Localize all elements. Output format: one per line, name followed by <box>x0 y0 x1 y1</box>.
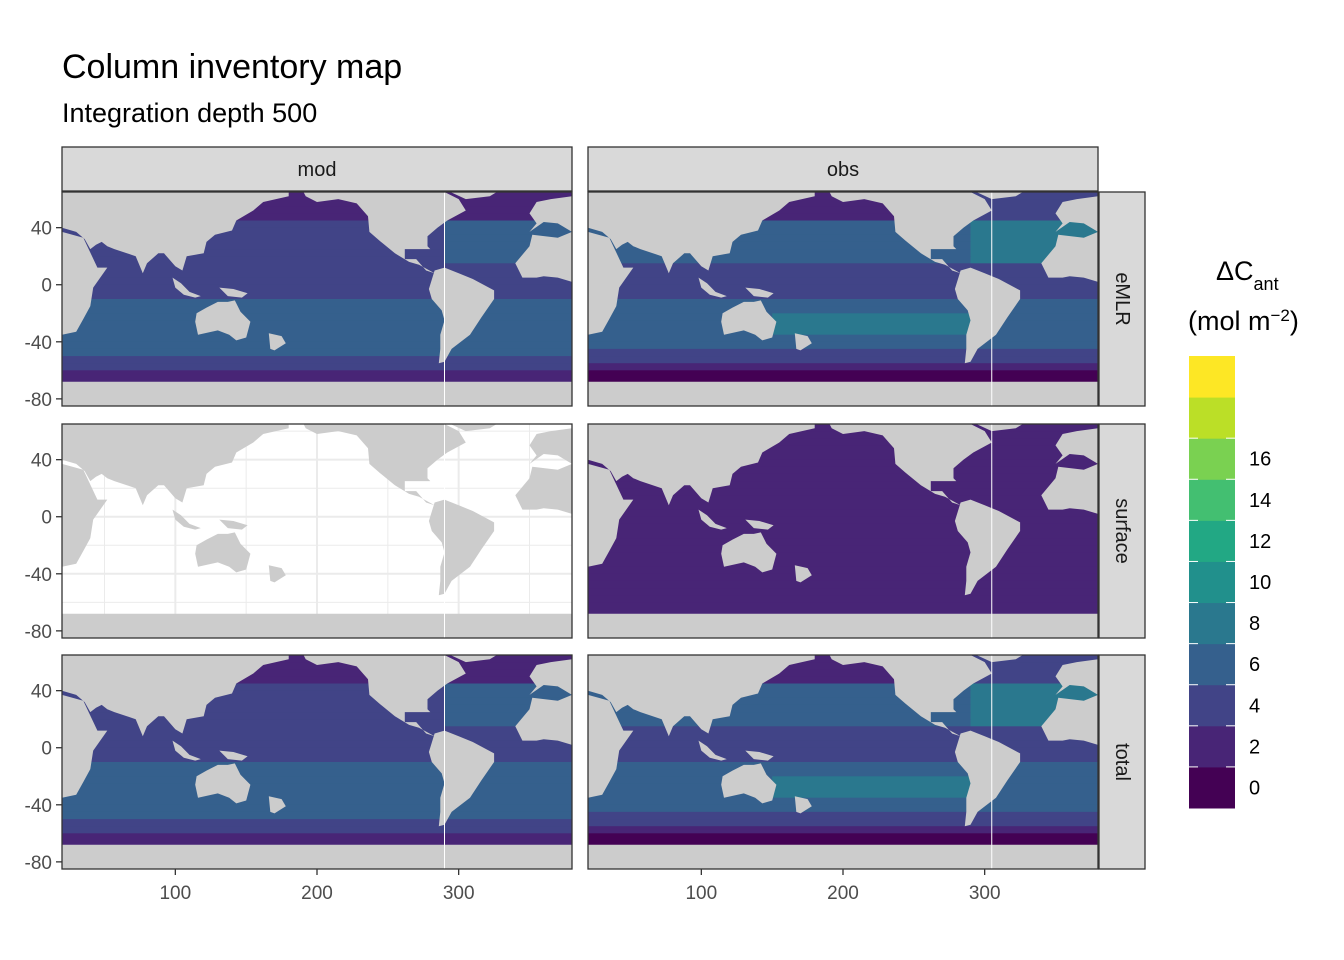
legend-label: 14 <box>1249 490 1271 512</box>
legend-label: 6 <box>1249 654 1260 676</box>
legend-swatch <box>1189 356 1235 398</box>
y-tick-label: -40 <box>25 796 52 817</box>
strip-label-total: total <box>1111 743 1133 781</box>
legend-label: 8 <box>1249 613 1260 635</box>
y-tick-label: 0 <box>41 508 52 529</box>
panel-obs-surface <box>587 423 1099 639</box>
panel-border <box>587 191 1099 407</box>
strip-label-mod: mod <box>298 159 337 181</box>
legend-swatch <box>1189 766 1235 809</box>
x-tick-label: 300 <box>443 883 475 904</box>
legend-label: 16 <box>1249 449 1271 471</box>
y-tick-label: -40 <box>25 565 52 586</box>
y-tick-label: 40 <box>31 451 52 472</box>
y-tick-label: 40 <box>31 682 52 703</box>
legend-swatch <box>1189 479 1235 521</box>
legend-swatch <box>1189 725 1235 768</box>
panel-border <box>61 191 573 407</box>
y-tick-label: 0 <box>41 739 52 760</box>
legend-label: 2 <box>1249 736 1260 758</box>
panel-mod-total <box>61 654 573 870</box>
legend-swatch <box>1189 643 1235 686</box>
chart-subtitle: Integration depth 500 <box>62 98 318 128</box>
strip-label-eMLR: eMLR <box>1111 272 1133 325</box>
legend-swatch <box>1189 397 1235 439</box>
legend-swatch <box>1189 561 1235 604</box>
panel-mod-eMLR <box>61 191 573 407</box>
y-tick-label: -40 <box>25 333 52 354</box>
x-tick-label: 100 <box>159 883 191 904</box>
panel-border <box>587 423 1099 639</box>
panel-border <box>61 423 573 639</box>
legend-swatch <box>1189 684 1235 727</box>
chart-title: Column inventory map <box>62 48 403 86</box>
y-tick-label: -80 <box>25 622 52 643</box>
y-tick-label: -80 <box>25 853 52 874</box>
panels-layer <box>61 191 1099 870</box>
ocean-field <box>62 192 572 400</box>
legend-label: 0 <box>1249 777 1260 799</box>
y-tick-label: 40 <box>31 219 52 240</box>
ocean-field <box>588 655 1098 863</box>
panel-obs-total <box>587 654 1099 870</box>
legend-label: 4 <box>1249 695 1260 717</box>
strip-total: total <box>1098 654 1146 870</box>
panel-mod-surface <box>61 423 573 639</box>
strip-eMLR: eMLR <box>1098 191 1146 407</box>
x-tick-label: 300 <box>969 883 1001 904</box>
legend: ΔCant (mol m−2) 0 2 4 6 8 10 12 14 16 <box>1188 256 1299 809</box>
legend-label: 10 <box>1249 572 1271 594</box>
x-tick-label: 200 <box>827 883 859 904</box>
legend-units: (mol m−2) <box>1188 306 1299 337</box>
legend-swatch <box>1189 602 1235 645</box>
strip-obs: obs <box>587 146 1099 192</box>
strip-mod: mod <box>61 146 573 192</box>
legend-title: ΔCant <box>1216 256 1279 294</box>
legend-label: 12 <box>1249 531 1271 553</box>
strip-surface: surface <box>1098 423 1146 639</box>
legend-swatch <box>1189 438 1235 480</box>
y-tick-label: -80 <box>25 390 52 411</box>
strips-layer: mod obs eMLR surface total <box>61 146 1146 870</box>
x-tick-label: 100 <box>685 883 717 904</box>
panel-obs-eMLR <box>587 191 1099 407</box>
legend-swatch <box>1189 520 1235 562</box>
strip-label-surface: surface <box>1111 498 1133 564</box>
x-tick-label: 200 <box>301 883 333 904</box>
axes-layer: 40 0 -40 -80 40 0 -40 -80 40 0 -40 -80 100 200 300 100 2… <box>25 219 1001 904</box>
ocean-field <box>588 424 1098 632</box>
y-tick-label: 0 <box>41 276 52 297</box>
strip-label-obs: obs <box>827 159 859 181</box>
